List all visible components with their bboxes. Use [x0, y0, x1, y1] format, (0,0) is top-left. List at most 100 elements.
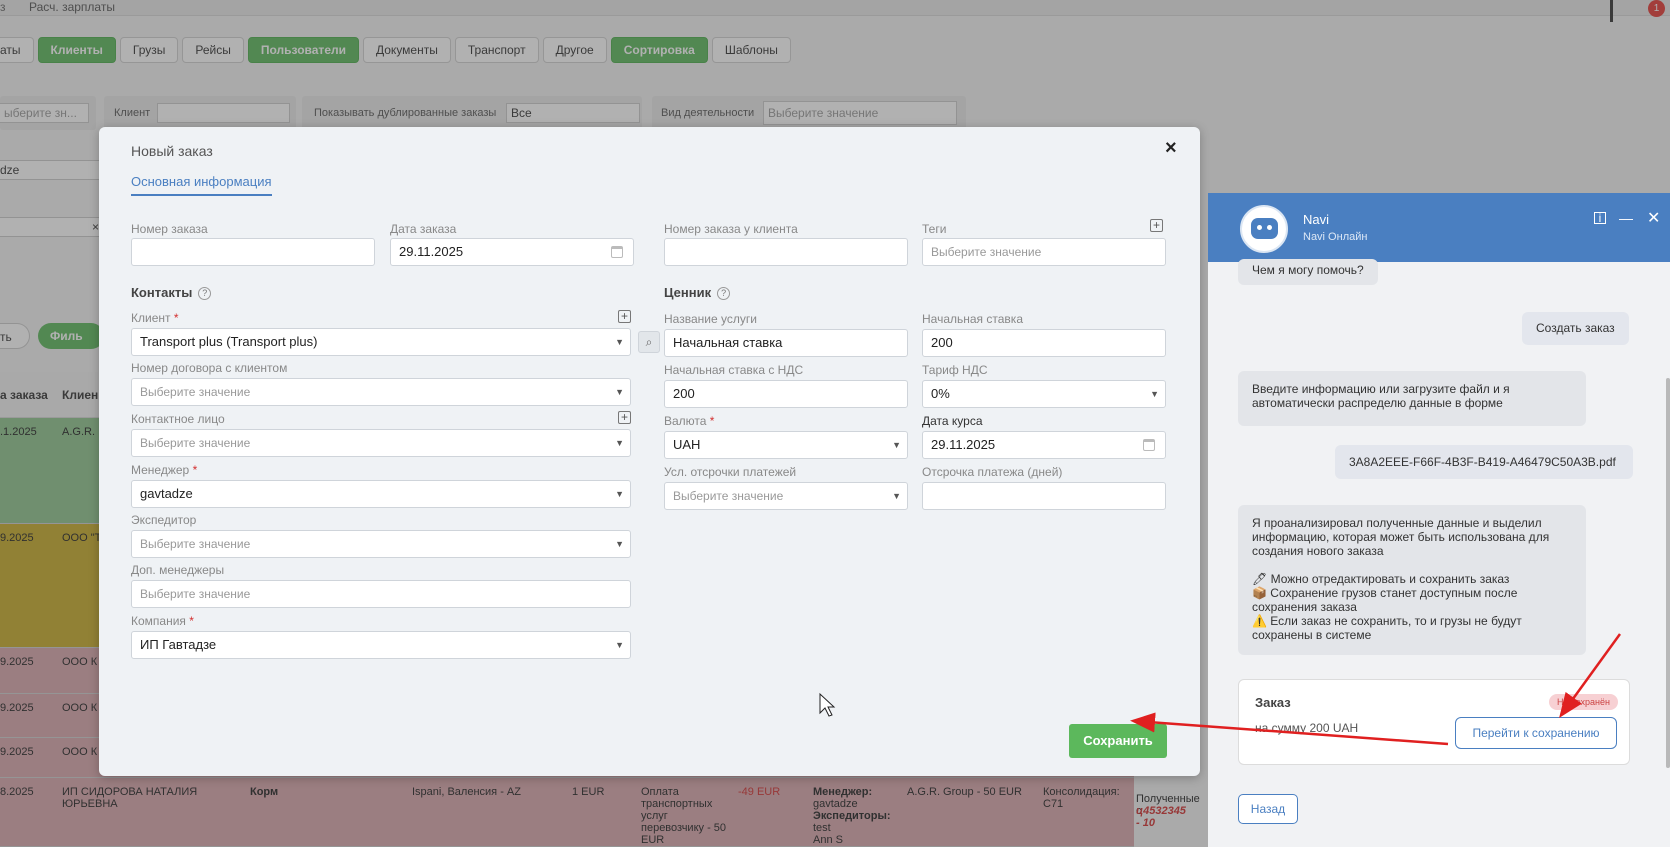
chat-scrollbar[interactable] [1666, 378, 1670, 768]
bot-message: Введите информацию или загрузите файл и … [1238, 371, 1586, 426]
service-name-label: Название услуги [664, 312, 757, 326]
back-button[interactable]: Назад [1238, 794, 1298, 824]
bot-avatar [1240, 205, 1288, 253]
duplicates-filter-select[interactable]: Все [506, 103, 640, 123]
activity-filter-select[interactable]: Выберите значение [763, 101, 957, 125]
col-date: а заказа [0, 388, 48, 402]
client-select[interactable]: Transport plus (Transport plus) ▼ [131, 328, 631, 356]
client-order-number-input[interactable] [664, 238, 908, 266]
contract-label: Номер договора с клиентом [131, 361, 288, 375]
activity-filter-label: Вид деятельности [661, 107, 755, 119]
deferral-days-label: Отсрочка платежа (дней) [922, 465, 1063, 479]
deferral-terms-label: Усл. отсрочки платежей [664, 465, 797, 479]
notification-badge[interactable]: 1 [1648, 0, 1665, 17]
help-icon[interactable]: ? [717, 287, 731, 300]
tab-other[interactable]: Другое [542, 37, 607, 63]
filter-group-1: ыберите зн... [0, 96, 96, 130]
menu-item-salary[interactable]: Расч. зарплаты [29, 0, 115, 14]
tab-templates[interactable]: Шаблоны [711, 37, 791, 63]
info-icon[interactable]: i [1594, 212, 1606, 224]
chevron-down-icon: ▼ [615, 640, 624, 650]
manager-label: Менеджер * [131, 463, 198, 477]
rate-date-input[interactable]: 29.11.2025 [922, 431, 1166, 459]
client-order-number-label: Номер заказа у клиента [664, 222, 798, 236]
divider [1610, 0, 1613, 22]
tags-select[interactable]: Выберите значение [922, 238, 1166, 266]
currency-label: Валюта * [664, 414, 715, 428]
extra-managers-label: Доп. менеджеры [131, 563, 225, 577]
modal-title: Новый заказ [131, 143, 213, 159]
chevron-down-icon: ▼ [1150, 389, 1159, 399]
tab-sorting[interactable]: Сортировка [610, 37, 708, 63]
filter-group-activity: Вид деятельности Выберите значение [652, 96, 966, 130]
rate-vat-label: Начальная ставка с НДС [664, 363, 804, 377]
user-file-message: 3A8A2EEE-F66F-4B3F-B419-A46479C50A3B.pdf [1335, 445, 1633, 479]
assistant-status: Navi Онлайн [1303, 231, 1368, 243]
deferral-terms-select[interactable]: Выберите значение ▼ [664, 482, 908, 510]
order-number-input[interactable] [131, 238, 375, 266]
minimize-icon[interactable]: — [1619, 210, 1633, 226]
go-to-save-button[interactable]: Перейти к сохранению [1455, 717, 1617, 749]
help-icon[interactable]: ? [198, 287, 212, 300]
contact-person-label: Контактное лицо [131, 412, 225, 426]
robot-icon [1251, 218, 1278, 239]
vat-tariff-label: Тариф НДС [922, 363, 988, 377]
order-date-label: Дата заказа [390, 222, 457, 236]
tab-cargo[interactable]: Грузы [119, 37, 179, 63]
extra-managers-select[interactable]: Выберите значение [131, 580, 631, 608]
chevron-down-icon: ▼ [615, 337, 624, 347]
order-date-input[interactable]: 29.11.2025 [390, 238, 634, 266]
bg-left-button[interactable]: ть [0, 323, 30, 349]
order-number-label: Номер заказа [131, 222, 208, 236]
top-menu-bar: з Расч. зарплаты 1 [0, 0, 1670, 22]
tab-0[interactable]: аты [0, 37, 34, 63]
table-row[interactable]: 8.2025 ИП СИДОРОВА НАТАЛИЯ ЮРЬЕВНА Корм … [0, 778, 1200, 847]
tab-users[interactable]: Пользователи [247, 37, 359, 63]
duplicates-filter-label: Показывать дублированные заказы [314, 107, 497, 119]
deferral-days-input[interactable] [922, 482, 1166, 510]
manager-select[interactable]: gavtadze ▼ [131, 480, 631, 508]
menu-fragment: з [0, 0, 6, 14]
calendar-icon[interactable] [611, 246, 623, 258]
chevron-down-icon: ▼ [615, 539, 624, 549]
client-label: Клиент * [131, 311, 179, 325]
tab-documents[interactable]: Документы [363, 37, 451, 63]
tab-trips[interactable]: Рейсы [182, 37, 244, 63]
vat-tariff-select[interactable]: 0% ▼ [922, 380, 1166, 408]
rate-vat-input[interactable]: 200 [664, 380, 908, 408]
filter-button[interactable]: Филь [38, 323, 104, 349]
filter-select[interactable]: ыберите зн... [0, 103, 89, 123]
bot-analysis-message: Я проанализировал полученные данные и вы… [1238, 505, 1586, 655]
close-icon[interactable]: ✕ [1647, 210, 1661, 227]
forwarder-select[interactable]: Выберите значение ▼ [131, 530, 631, 558]
filter-group-duplicates: Показывать дублированные заказы Все [302, 96, 642, 130]
initial-rate-input[interactable]: 200 [922, 329, 1166, 357]
chevron-down-icon: ▼ [615, 438, 624, 448]
service-name-input[interactable]: Начальная ставка [664, 329, 908, 357]
add-contact-icon[interactable]: + [618, 411, 631, 424]
search-icon[interactable]: ⌕ [638, 331, 660, 353]
chevron-down-icon: ▼ [615, 489, 624, 499]
client-filter-label: Клиент [114, 107, 151, 119]
company-select[interactable]: ИП Гавтадзе ▼ [131, 631, 631, 659]
section-tabs: аты Клиенты Грузы Рейсы Пользователи Док… [0, 37, 791, 63]
contract-select[interactable]: Выберите значение ▼ [131, 378, 631, 406]
assistant-name: Navi [1303, 212, 1330, 227]
tab-transport[interactable]: Транспорт [454, 37, 539, 63]
calendar-icon[interactable] [1143, 439, 1155, 451]
client-filter-input[interactable] [157, 103, 290, 123]
col-client: Клиен [62, 388, 99, 402]
contact-person-select[interactable]: Выберите значение ▼ [131, 429, 631, 457]
tab-main-info[interactable]: Основная информация [131, 174, 272, 196]
add-client-icon[interactable]: + [618, 310, 631, 323]
close-icon[interactable]: × [1165, 137, 1177, 159]
pricing-section-title: Ценник? [664, 285, 731, 300]
currency-select[interactable]: UAH ▼ [664, 431, 908, 459]
tags-label: Теги [922, 222, 947, 236]
order-card-title: Заказ [1255, 695, 1291, 710]
add-tag-icon[interactable]: + [1150, 219, 1163, 232]
tab-clients[interactable]: Клиенты [37, 37, 116, 63]
chat-header: Navi Navi Онлайн i — ✕ [1208, 193, 1670, 262]
initial-rate-label: Начальная ставка [922, 312, 1023, 326]
